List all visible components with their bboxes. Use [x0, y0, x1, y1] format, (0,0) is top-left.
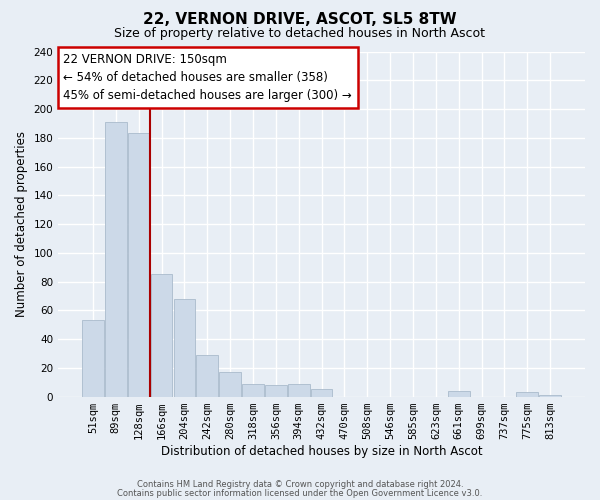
Text: 22 VERNON DRIVE: 150sqm
← 54% of detached houses are smaller (358)
45% of semi-d: 22 VERNON DRIVE: 150sqm ← 54% of detache…: [64, 53, 352, 102]
Text: 22, VERNON DRIVE, ASCOT, SL5 8TW: 22, VERNON DRIVE, ASCOT, SL5 8TW: [143, 12, 457, 28]
Bar: [151, 274, 172, 396]
Bar: [105, 122, 127, 396]
Bar: [242, 384, 264, 396]
Bar: [311, 390, 332, 396]
Bar: [265, 385, 287, 396]
Bar: [448, 391, 470, 396]
Bar: [82, 320, 104, 396]
Text: Size of property relative to detached houses in North Ascot: Size of property relative to detached ho…: [115, 28, 485, 40]
Y-axis label: Number of detached properties: Number of detached properties: [15, 131, 28, 317]
Bar: [288, 384, 310, 396]
Bar: [128, 134, 149, 396]
Bar: [173, 299, 195, 396]
Bar: [196, 355, 218, 397]
Bar: [539, 395, 561, 396]
Text: Contains public sector information licensed under the Open Government Licence v3: Contains public sector information licen…: [118, 488, 482, 498]
X-axis label: Distribution of detached houses by size in North Ascot: Distribution of detached houses by size …: [161, 444, 482, 458]
Text: Contains HM Land Registry data © Crown copyright and database right 2024.: Contains HM Land Registry data © Crown c…: [137, 480, 463, 489]
Bar: [517, 392, 538, 396]
Bar: [219, 372, 241, 396]
